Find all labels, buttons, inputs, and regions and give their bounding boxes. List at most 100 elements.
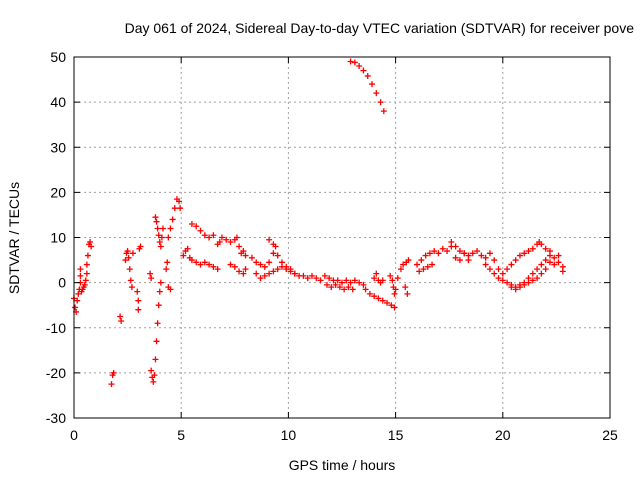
data-point — [555, 259, 562, 266]
data-point — [266, 236, 273, 243]
data-point — [278, 259, 285, 266]
data-point — [499, 277, 506, 284]
data-point — [356, 63, 363, 70]
y-tick-label: 40 — [50, 94, 66, 110]
data-point — [124, 248, 131, 255]
data-point — [486, 250, 493, 257]
data-point — [171, 205, 178, 212]
data-point — [364, 72, 371, 79]
data-point — [156, 288, 163, 295]
data-point — [236, 268, 243, 275]
data-point — [323, 281, 330, 288]
data-point — [129, 250, 136, 257]
data-point — [351, 59, 358, 66]
data-point — [444, 248, 451, 255]
x-tick-label: 25 — [602, 427, 618, 443]
data-point — [274, 266, 281, 273]
data-point — [291, 270, 298, 277]
data-point — [165, 234, 172, 241]
data-point — [341, 286, 348, 293]
data-point — [529, 245, 536, 252]
data-point — [435, 250, 442, 257]
data-point — [270, 250, 277, 257]
data-point — [164, 259, 171, 266]
tick-labels: 0 5 10 15 20 25 -30 -20 -10 0 10 20 30 40 50 — [46, 49, 618, 443]
data-point — [77, 266, 84, 273]
data-point — [147, 270, 154, 277]
data-point — [504, 279, 511, 286]
data-point — [414, 261, 421, 268]
data-point — [180, 252, 187, 259]
data-point — [546, 259, 553, 266]
data-point — [308, 272, 315, 279]
data-point — [469, 250, 476, 257]
data-point — [88, 243, 95, 250]
data-point — [534, 266, 541, 273]
data-point — [223, 236, 230, 243]
data-point — [197, 261, 204, 268]
data-point — [151, 372, 158, 379]
data-point — [420, 266, 427, 273]
data-point — [482, 261, 489, 268]
data-point — [118, 317, 125, 324]
data-point — [362, 286, 369, 293]
data-point — [169, 216, 176, 223]
data-point — [377, 99, 384, 106]
data-point — [534, 275, 541, 282]
data-point — [188, 257, 195, 264]
data-point — [392, 286, 399, 293]
y-tick-label: -30 — [46, 410, 66, 426]
data-point — [152, 214, 159, 221]
x-tick-label: 10 — [281, 427, 297, 443]
gridlines — [74, 57, 610, 418]
data-point — [456, 248, 463, 255]
data-point — [134, 288, 141, 295]
data-point — [538, 241, 545, 248]
data-point — [478, 252, 485, 259]
data-point — [87, 239, 94, 246]
data-point — [81, 281, 88, 288]
data-point — [508, 284, 515, 291]
data-point — [389, 277, 396, 284]
data-point — [153, 218, 160, 225]
data-point — [404, 290, 411, 297]
data-point — [74, 297, 81, 304]
data-point — [499, 270, 506, 277]
data-point — [75, 290, 82, 297]
data-point — [379, 277, 386, 284]
data-point — [240, 248, 247, 255]
data-point — [343, 277, 350, 284]
data-points — [71, 58, 566, 388]
data-point — [387, 272, 394, 279]
data-point — [206, 261, 213, 268]
data-point — [456, 257, 463, 264]
data-point — [418, 257, 425, 264]
data-point — [227, 239, 234, 246]
data-point — [516, 284, 523, 291]
data-point — [253, 270, 260, 277]
data-point — [233, 234, 240, 241]
data-point — [416, 268, 423, 275]
data-point — [529, 277, 536, 284]
data-point — [242, 252, 249, 259]
data-point — [551, 261, 558, 268]
data-point — [283, 263, 290, 270]
data-point — [313, 275, 320, 282]
y-tick-label: 50 — [50, 49, 66, 65]
data-point — [231, 263, 238, 270]
data-point — [117, 313, 124, 320]
data-point — [400, 261, 407, 268]
data-point — [491, 270, 498, 277]
data-point — [83, 270, 90, 277]
data-point — [184, 245, 191, 252]
data-point — [197, 227, 204, 234]
x-axis-label: GPS time / hours — [289, 457, 396, 473]
data-point — [356, 279, 363, 286]
data-point — [371, 275, 378, 282]
data-point — [345, 284, 352, 291]
data-point — [108, 381, 115, 388]
data-point — [148, 367, 155, 374]
data-point — [360, 281, 367, 288]
data-point — [176, 198, 183, 205]
